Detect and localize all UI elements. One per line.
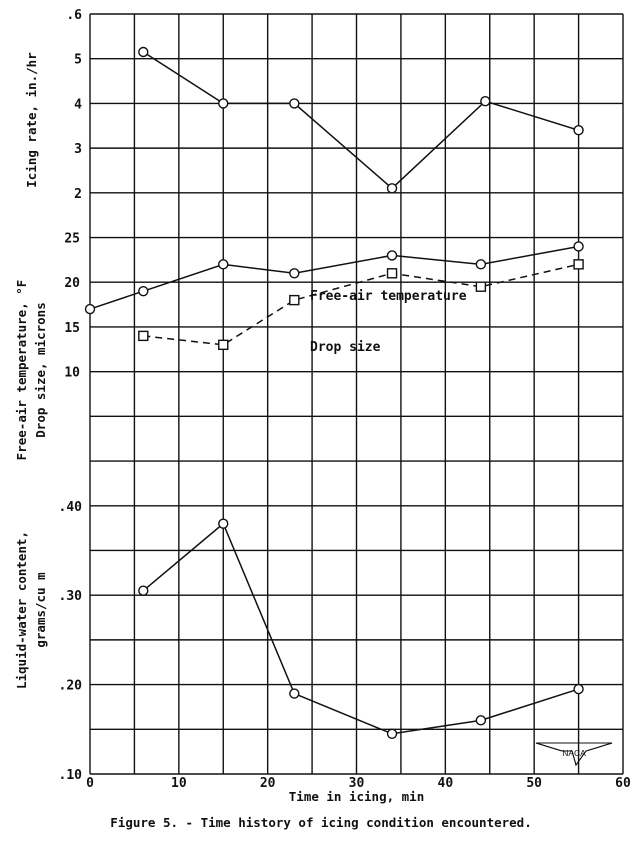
x-tick: 10 (171, 776, 187, 791)
liquid-water-content-marker (573, 683, 584, 695)
y-tick: 10 (64, 366, 80, 381)
drop-size-marker (138, 330, 149, 342)
y-tick: 20 (64, 276, 80, 291)
free-air-temperature-marker (475, 259, 487, 270)
icing-rate-marker (218, 98, 229, 109)
y-tick: 2 (74, 187, 82, 202)
naca-logo-text: NACA (562, 748, 586, 758)
drop-size-marker (573, 259, 584, 270)
liquid-water-content-marker (218, 518, 229, 529)
drop-size-line (143, 263, 579, 346)
lwc-ylabel-line2: grams/cu m (33, 572, 48, 648)
y-tick: .40 (59, 500, 83, 515)
x-tick: 50 (526, 776, 542, 791)
x-tick: 40 (438, 776, 454, 791)
icing-rate-marker (573, 125, 584, 136)
y-tick: .10 (59, 768, 83, 783)
figure-caption: Figure 5. - Time history of icing condit… (110, 815, 532, 830)
drop-size-marker (386, 268, 398, 279)
liquid-water-content-marker (386, 728, 398, 739)
free-air-temperature-annotation: Free-air temperature (310, 289, 467, 304)
drop-size-marker (218, 339, 229, 351)
x-tick: 0 (86, 776, 94, 791)
free-air-temperature-marker (386, 250, 398, 261)
icing-rate-ylabel: Icing rate, in./hr (24, 52, 39, 188)
x-tick: 20 (260, 776, 276, 791)
icing-rate-marker (386, 183, 398, 194)
lwc-ylabel-line1: Liquid-water content, (14, 531, 29, 689)
y-tick: 5 (74, 53, 82, 68)
free-air-temperature-marker (138, 285, 149, 297)
drop-size-ylabel: Drop size, microns (33, 302, 48, 437)
y-tick: 4 (74, 97, 82, 112)
liquid-water-content-line (142, 522, 579, 735)
icing-rate-marker (289, 98, 300, 109)
y-tick: .30 (59, 589, 83, 604)
y-tick: 25 (64, 232, 80, 247)
drop-size-marker (289, 294, 300, 306)
y-tick: .20 (59, 679, 83, 694)
x-axis-label: Time in icing, min (288, 789, 425, 804)
free-air-temperature-marker (84, 303, 96, 315)
y-tick: 3 (74, 142, 82, 157)
temp-ylabel: Free-air temperature, °F (14, 280, 29, 461)
icing-rate-line (142, 51, 579, 190)
y-tick: .6 (66, 8, 82, 23)
x-tick-labels: 0 10 20 30 40 50 60 (86, 776, 631, 791)
drop-size-marker (475, 281, 487, 292)
naca-logo: NACA (535, 742, 613, 767)
x-tick: 30 (349, 776, 365, 791)
liquid-water-content-marker (138, 585, 149, 596)
liquid-water-content-marker (289, 688, 300, 699)
drop-size-annotation: Drop size (310, 340, 381, 355)
y-tick: 15 (64, 321, 80, 336)
y-tick-labels: 2 3 4 5 .6 10 15 20 25 .10 .20 .30 .40 (59, 8, 83, 783)
icing-rate-marker (480, 95, 491, 107)
liquid-water-content-marker (475, 715, 487, 726)
icing-rate-marker (138, 46, 149, 58)
grid-lines (89, 13, 624, 775)
free-air-temperature-marker (573, 241, 584, 252)
free-air-temperature-marker (218, 259, 229, 270)
data-series (84, 46, 584, 739)
free-air-temperature-marker (289, 268, 300, 279)
x-tick: 60 (615, 776, 631, 791)
